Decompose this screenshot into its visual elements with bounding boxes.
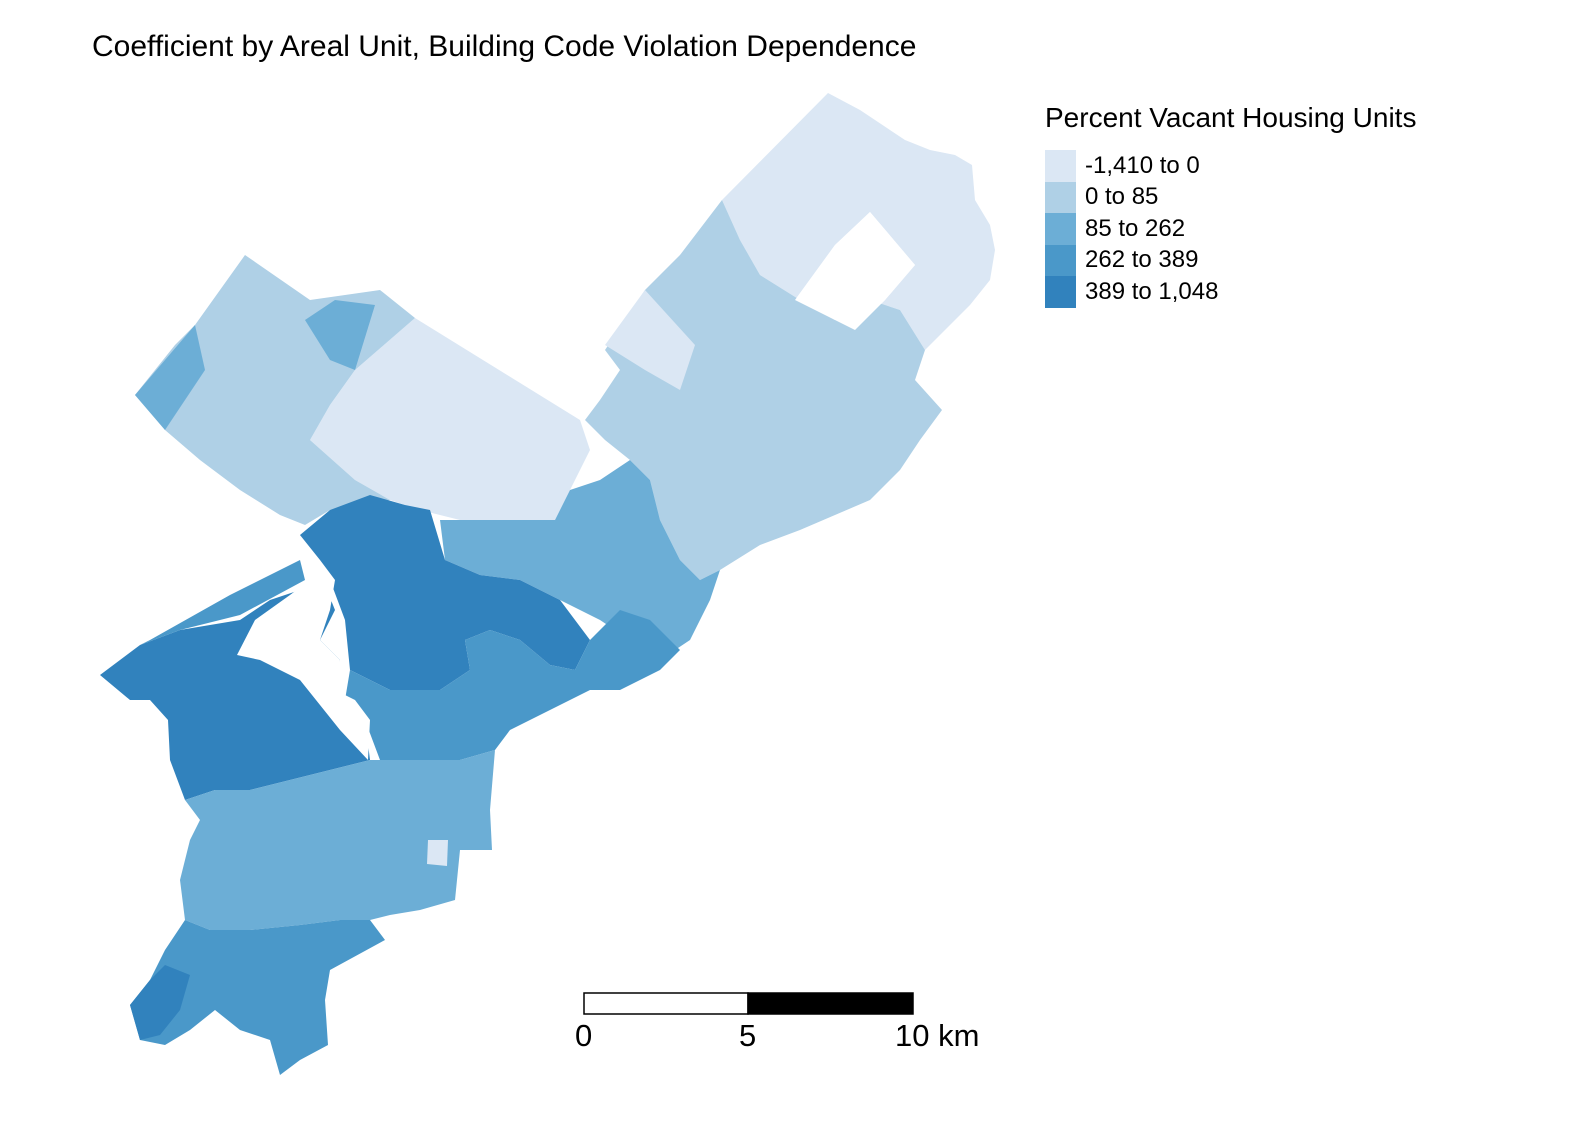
legend-swatch bbox=[1045, 181, 1076, 213]
legend-swatch bbox=[1045, 150, 1076, 182]
legend-label: 0 to 85 bbox=[1085, 183, 1159, 211]
water-schuylkill bbox=[237, 535, 370, 760]
region-nw-accent-1 bbox=[135, 325, 205, 430]
map-title: Coefficient by Areal Unit, Building Code… bbox=[92, 30, 917, 63]
scale-bar-label-5: 5 bbox=[739, 1018, 757, 1053]
region-deep-south bbox=[130, 920, 385, 1075]
region-south-light-patch bbox=[427, 840, 448, 866]
legend-item: 85 to 262 bbox=[1045, 213, 1416, 245]
legend-item: -1,410 to 0 bbox=[1045, 150, 1416, 182]
legend-label: 389 to 1,048 bbox=[1085, 277, 1219, 305]
region-west-edge bbox=[140, 560, 305, 645]
region-mid-band bbox=[345, 610, 680, 760]
region-nw-accent-2 bbox=[305, 300, 375, 370]
region-upper-mid-band bbox=[440, 460, 720, 660]
legend-label: 262 to 389 bbox=[1085, 246, 1199, 274]
scale-bar-segment-black bbox=[747, 992, 914, 1015]
region-northeast-mid bbox=[585, 200, 942, 580]
water-northeast-notch bbox=[795, 212, 915, 330]
legend-swatch bbox=[1045, 213, 1076, 245]
legend-label: 85 to 262 bbox=[1085, 214, 1186, 242]
region-north-central bbox=[310, 318, 590, 520]
region-northeast bbox=[722, 93, 995, 350]
region-sw-tip bbox=[130, 965, 190, 1040]
scale-bar-label-10: 10 km bbox=[895, 1018, 980, 1053]
legend-title: Percent Vacant Housing Units bbox=[1045, 102, 1417, 133]
scale-bar-segment-white bbox=[583, 992, 749, 1015]
region-ne-small bbox=[605, 290, 695, 390]
map-legend: Percent Vacant Housing Units -1,410 to 0… bbox=[1045, 102, 1416, 308]
legend-item: 389 to 1,048 bbox=[1045, 276, 1416, 308]
region-central-core bbox=[300, 495, 590, 690]
region-south bbox=[180, 750, 495, 930]
legend-label: -1,410 to 0 bbox=[1085, 151, 1200, 179]
legend-swatch bbox=[1045, 276, 1076, 308]
scale-bar-label-0: 0 bbox=[575, 1018, 593, 1053]
legend-swatch bbox=[1045, 244, 1076, 276]
legend-item: 0 to 85 bbox=[1045, 181, 1416, 213]
legend-item: 262 to 389 bbox=[1045, 244, 1416, 276]
